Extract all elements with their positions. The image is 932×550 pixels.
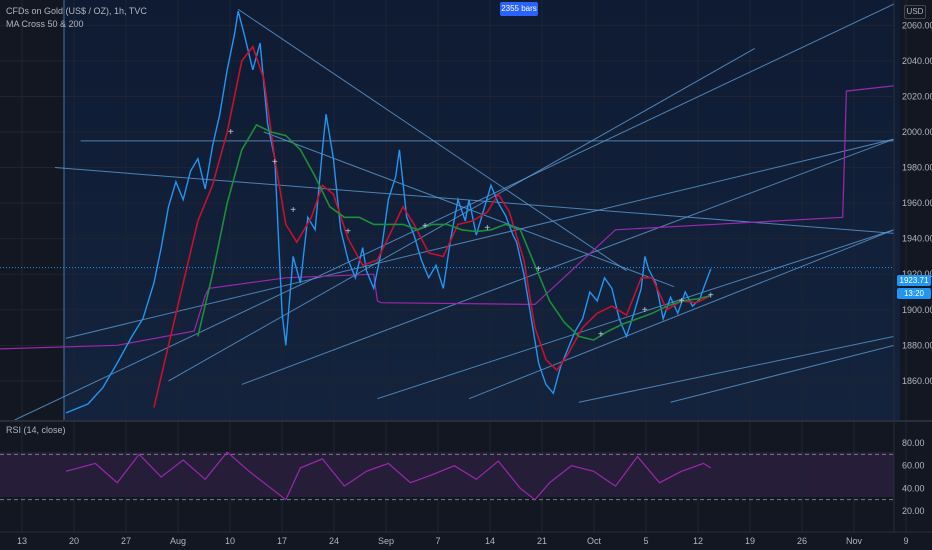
indicator-title[interactable]: MA Cross 50 & 200: [6, 19, 84, 29]
time-tick-label: 17: [277, 536, 287, 546]
price-tick-label: 2020.00: [902, 91, 932, 101]
time-tick-label: 19: [745, 536, 755, 546]
ma200-line: [197, 123, 711, 341]
time-tick-label: Nov: [846, 536, 863, 546]
cross-marker: +: [484, 223, 490, 234]
price-tick-label: 1900.00: [902, 305, 932, 315]
price-tick-label: 2060.00: [902, 20, 932, 30]
purple-indicator-line: [0, 85, 895, 350]
rsi-tick-label: 40.00: [902, 483, 925, 493]
price-tick-label: 1860.00: [902, 376, 932, 386]
time-tick-label: 13: [17, 536, 27, 546]
price-tick-label: 1920.00: [902, 269, 932, 279]
trendline: [670, 344, 895, 403]
price-tick-label: 1880.00: [902, 340, 932, 350]
cross-marker: +: [345, 227, 351, 238]
time-tick-label: 14: [485, 536, 495, 546]
rsi-title[interactable]: RSI (14, close): [6, 425, 66, 435]
axes: 2060.002040.002020.002000.001980.001960.…: [17, 20, 932, 546]
cross-marker: +: [536, 264, 542, 275]
time-tick-label: 20: [69, 536, 79, 546]
time-tick-label: 12: [693, 536, 703, 546]
price-tick-label: 2000.00: [902, 127, 932, 137]
price-tick-label: 1980.00: [902, 163, 932, 173]
cross-marker: +: [642, 305, 648, 316]
trendline: [237, 8, 627, 272]
ma50-line: [153, 45, 712, 408]
time-tick-label: Aug: [170, 536, 186, 546]
time-tick-label: 24: [329, 536, 339, 546]
rsi-line: [65, 451, 712, 501]
cross-marker: +: [422, 221, 428, 232]
cross-marker: +: [679, 296, 685, 307]
rsi-band: [0, 452, 894, 497]
time-tick-label: 5: [643, 536, 648, 546]
trendline: [241, 138, 895, 385]
cross-marker: +: [290, 205, 296, 216]
chart-title: CFDs on Gold (US$ / OZ), 1h, TVC: [6, 6, 147, 16]
rsi-tick-label: 80.00: [902, 438, 925, 448]
trendline: [468, 229, 895, 400]
trendline: [578, 335, 895, 403]
price-line: [65, 10, 712, 414]
rsi-tick-label: 60.00: [902, 461, 925, 471]
cross-marker: +: [598, 330, 604, 341]
cross-marker: +: [708, 291, 714, 302]
rsi-layer: [65, 451, 712, 501]
rsi-tick-label: 20.00: [902, 506, 925, 516]
trendline: [65, 138, 895, 339]
time-tick-label: 7: [435, 536, 440, 546]
price-tick-label: 1940.00: [902, 234, 932, 244]
series-layer: + + + + + + + + + + +: [0, 10, 894, 414]
trendline-drawings[interactable]: [0, 0, 895, 421]
time-tick-label: 26: [797, 536, 807, 546]
price-tick-label: 2040.00: [902, 56, 932, 66]
time-tick-label: 10: [225, 536, 235, 546]
currency-button[interactable]: USD: [904, 5, 926, 19]
time-tick-label: Oct: [587, 536, 602, 546]
price-tick-label: 1960.00: [902, 198, 932, 208]
selected-range-highlight: [64, 0, 900, 420]
cross-marker: +: [272, 157, 278, 168]
time-tick-label: 9: [903, 536, 908, 546]
grid: [0, 0, 907, 532]
trendline: [263, 131, 675, 288]
time-tick-label: 27: [121, 536, 131, 546]
cross-marker: +: [228, 127, 234, 138]
time-tick-label: Sep: [378, 536, 394, 546]
last-price-label: 1923.71: [897, 275, 931, 286]
time-tick-label: 21: [537, 536, 547, 546]
trendline: [168, 48, 756, 382]
range-badge: 2355 bars: [500, 2, 538, 16]
countdown-label: 13:20: [897, 288, 931, 299]
trendline: [14, 3, 895, 421]
trendline: [377, 229, 895, 400]
